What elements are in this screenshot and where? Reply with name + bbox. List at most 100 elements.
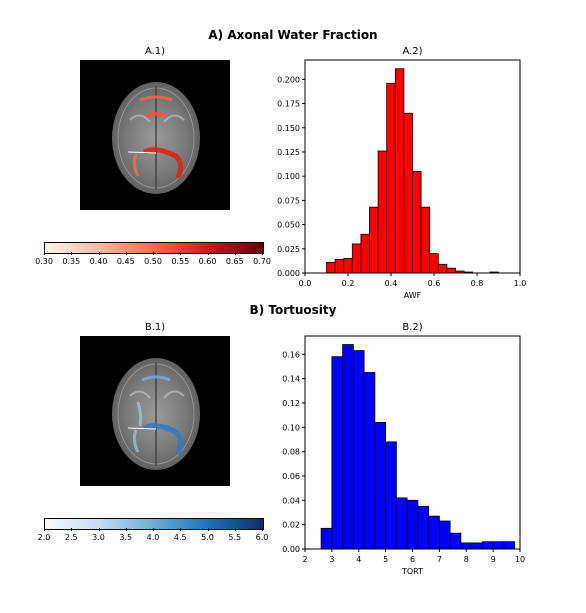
x-tick-label: 6 bbox=[410, 555, 415, 564]
colorbar-tick-label: 0.35 bbox=[62, 257, 81, 266]
x-tick-label: 7 bbox=[437, 555, 442, 564]
colorbar-tick-label: 0.60 bbox=[198, 257, 217, 266]
colorbar-tick-mark bbox=[207, 528, 209, 531]
y-tick-label: 0.08 bbox=[282, 448, 300, 457]
x-tick-label: 0.0 bbox=[299, 279, 312, 288]
histogram-bar bbox=[385, 441, 397, 550]
colorbar-tick-label: 3.0 bbox=[92, 533, 105, 542]
histogram-bar bbox=[377, 150, 388, 274]
colorbar-tick-mark bbox=[98, 252, 100, 255]
x-axis-label: TORT bbox=[401, 567, 423, 576]
y-tick-label: 0.100 bbox=[277, 172, 300, 181]
colorbar-tick-mark bbox=[262, 528, 263, 531]
brain-image-awf bbox=[80, 60, 230, 210]
x-tick-label: 0.4 bbox=[385, 279, 398, 288]
histogram-bar bbox=[369, 206, 379, 274]
y-tick-label: 0.050 bbox=[277, 221, 300, 230]
plot-frame bbox=[304, 59, 521, 274]
histogram-bar bbox=[320, 527, 333, 550]
colorbar-tick-mark bbox=[71, 528, 73, 531]
histogram-bar bbox=[460, 542, 473, 550]
histogram-bar bbox=[374, 422, 387, 550]
colorbar-tort-ticks: 2.0 2.5 3.0 3.5 4.0 4.5 5.0 5.5 6.0 bbox=[38, 528, 268, 545]
histogram-bar bbox=[352, 350, 365, 550]
histogram-bar bbox=[492, 541, 505, 550]
histogram-bar bbox=[438, 520, 451, 550]
colorbar-tick-label: 4.5 bbox=[173, 533, 187, 542]
colorbar-tick-mark bbox=[98, 528, 100, 531]
y-tick-label: 0.025 bbox=[277, 245, 300, 254]
x-tick-label: 1.0 bbox=[514, 279, 527, 288]
panel-title-a2: A.2) bbox=[402, 46, 423, 57]
x-tick-label: 3 bbox=[329, 555, 334, 564]
histogram-bar bbox=[326, 261, 336, 274]
x-tick-label: 0.2 bbox=[342, 279, 355, 288]
x-tick-label: 2 bbox=[302, 555, 307, 564]
x-axis-label: AWF bbox=[404, 291, 422, 298]
panel-title-b2: B.2) bbox=[402, 322, 423, 333]
histogram-bar bbox=[428, 515, 440, 550]
histogram-bar bbox=[342, 344, 354, 550]
section-title-a: A) Axonal Water Fraction bbox=[208, 28, 378, 42]
histogram-bar bbox=[481, 541, 494, 550]
colorbar-tick-label: 3.5 bbox=[119, 533, 133, 542]
colorbar-tick-mark bbox=[44, 528, 45, 531]
histogram-bar bbox=[351, 243, 362, 274]
colorbar-tick-label: 5.0 bbox=[201, 533, 214, 542]
y-tick-label: 0.02 bbox=[282, 521, 300, 530]
x-tick-label: 4 bbox=[356, 555, 361, 564]
histogram-bar bbox=[417, 505, 430, 550]
panel-title-a1: A.1) bbox=[144, 46, 166, 57]
colorbar-tick-mark bbox=[125, 252, 127, 255]
x-tick-label: 0.6 bbox=[428, 279, 441, 288]
section-title-b: B) Tortuosity bbox=[249, 303, 337, 317]
histogram-bar bbox=[471, 542, 483, 550]
colorbar-tick-label: 0.45 bbox=[116, 257, 135, 266]
histogram-bar bbox=[360, 233, 370, 274]
colorbar-tick-mark bbox=[44, 252, 45, 255]
y-tick-label: 0.16 bbox=[282, 350, 300, 359]
colorbar-tick-label: 0.70 bbox=[253, 257, 271, 266]
colorbar-tick-label: 0.40 bbox=[89, 257, 108, 266]
y-tick-label: 0.075 bbox=[277, 196, 300, 205]
colorbar-tick-mark bbox=[180, 252, 182, 255]
histogram-bar bbox=[343, 258, 353, 274]
histogram-bar bbox=[331, 356, 344, 550]
histogram-bar bbox=[412, 170, 422, 274]
colorbar-tick-mark bbox=[153, 252, 154, 255]
y-tick-label: 0.000 bbox=[277, 269, 300, 278]
colorbar-tick-label: 2.0 bbox=[37, 533, 51, 542]
colorbar-tick-label: 0.55 bbox=[171, 257, 190, 266]
histogram-bar bbox=[449, 532, 462, 550]
y-tick-label: 0.10 bbox=[282, 423, 300, 432]
colorbar-tick-mark bbox=[234, 528, 236, 531]
histogram-tort: 2 3 4 5 6 7 8 9 10 0.00 0.02 0.04 0.06 0.08 0.10 0.12 0.… bbox=[282, 335, 525, 576]
colorbar-tick-mark bbox=[207, 252, 209, 255]
histogram-bar bbox=[334, 259, 345, 274]
y-tick-label: 0.04 bbox=[282, 496, 300, 505]
colorbar-tick-label: 0.50 bbox=[144, 257, 162, 266]
colorbar-tick-label: 0.65 bbox=[225, 257, 244, 266]
x-tick-label: 9 bbox=[491, 555, 496, 564]
colorbar-tort bbox=[44, 518, 264, 530]
histogram-bar bbox=[429, 253, 439, 274]
colorbar-tick-label: 2.5 bbox=[64, 533, 78, 542]
colorbar-tick-mark bbox=[71, 252, 73, 255]
y-tick-label: 0.200 bbox=[277, 75, 300, 84]
colorbar-tick-label: 4.0 bbox=[146, 533, 160, 542]
colorbar-tick-mark bbox=[262, 252, 263, 255]
histogram-bar bbox=[446, 267, 456, 274]
histogram-bar bbox=[437, 263, 448, 274]
colorbar-awf bbox=[44, 242, 264, 254]
histogram-bar bbox=[420, 206, 431, 274]
colorbar-tick-mark bbox=[153, 528, 154, 531]
y-tick-label: 0.150 bbox=[277, 124, 300, 133]
x-tick-label: 10 bbox=[515, 555, 525, 564]
y-tick-label: 0.125 bbox=[277, 148, 300, 157]
colorbar-tick-mark bbox=[234, 252, 236, 255]
colorbar-tick-label: 5.5 bbox=[228, 533, 242, 542]
y-tick-label: 0.175 bbox=[277, 100, 300, 109]
histogram-bar bbox=[363, 372, 376, 550]
y-tick-label: 0.00 bbox=[282, 545, 300, 554]
colorbar-tick-mark bbox=[125, 528, 127, 531]
